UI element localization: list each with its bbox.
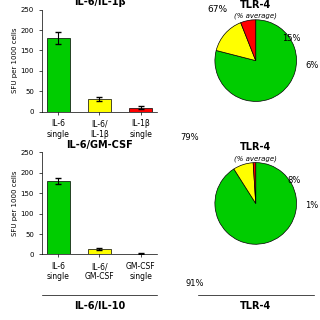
Wedge shape: [215, 20, 297, 101]
Text: (% average): (% average): [234, 13, 277, 19]
Text: 1%: 1%: [305, 201, 318, 210]
Text: 15%: 15%: [282, 34, 301, 43]
Text: (% average): (% average): [234, 156, 277, 162]
Wedge shape: [234, 163, 256, 204]
Title: TLR-4: TLR-4: [240, 0, 271, 10]
Bar: [129, 108, 152, 112]
Bar: [88, 99, 111, 112]
Y-axis label: SFU per 1000 cells: SFU per 1000 cells: [12, 171, 18, 236]
Wedge shape: [253, 163, 256, 204]
Wedge shape: [241, 20, 256, 60]
Text: 79%: 79%: [180, 133, 199, 142]
Title: IL-6/IL-1β: IL-6/IL-1β: [74, 0, 125, 7]
Bar: [88, 249, 111, 254]
Bar: [47, 38, 69, 112]
Text: 67%: 67%: [208, 5, 228, 14]
Title: TLR-4: TLR-4: [240, 142, 271, 152]
Wedge shape: [216, 23, 256, 60]
Text: 6%: 6%: [305, 61, 318, 70]
Text: 8%: 8%: [288, 177, 301, 186]
Text: IL-6/IL-10: IL-6/IL-10: [74, 301, 125, 311]
Bar: [47, 181, 69, 254]
Wedge shape: [215, 163, 297, 244]
Text: 91%: 91%: [185, 278, 204, 288]
Title: IL-6/GM-CSF: IL-6/GM-CSF: [66, 140, 133, 150]
Y-axis label: SFU per 1000 cells: SFU per 1000 cells: [12, 28, 18, 93]
Text: TLR-4: TLR-4: [240, 301, 271, 311]
